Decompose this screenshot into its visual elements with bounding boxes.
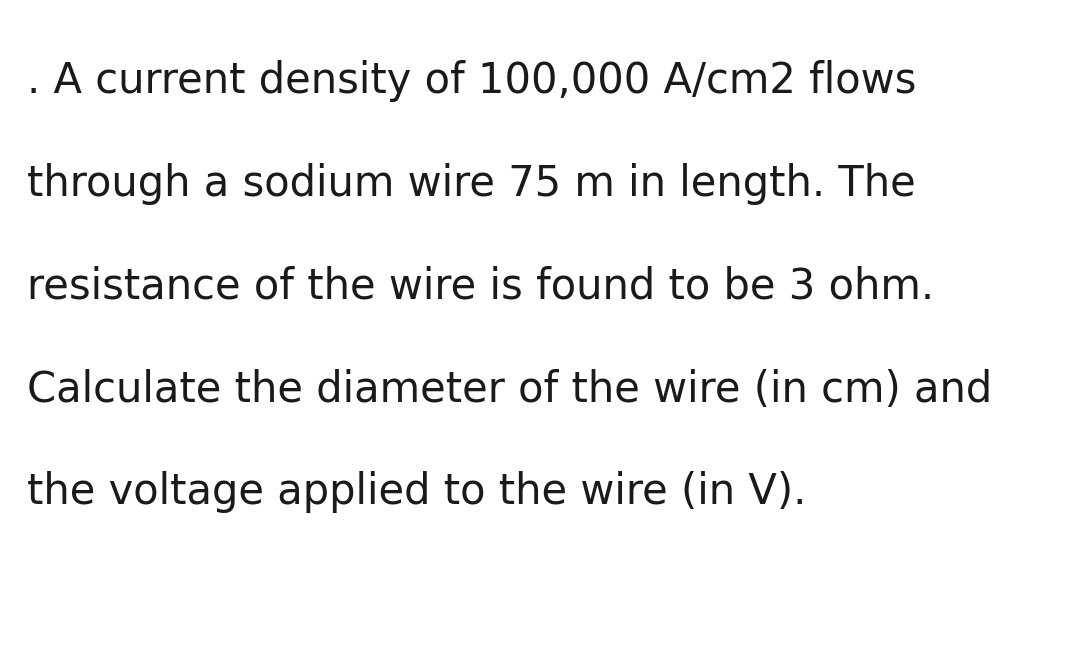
Text: resistance of the wire is found to be 3 ohm.: resistance of the wire is found to be 3 … [27, 266, 934, 307]
Text: through a sodium wire 75 m in length. The: through a sodium wire 75 m in length. Th… [27, 163, 916, 205]
Text: . A current density of 100,000 A/cm2 flows: . A current density of 100,000 A/cm2 flo… [27, 60, 916, 102]
Text: the voltage applied to the wire (in V).: the voltage applied to the wire (in V). [27, 471, 806, 513]
Text: Calculate the diameter of the wire (in cm) and: Calculate the diameter of the wire (in c… [27, 369, 993, 410]
